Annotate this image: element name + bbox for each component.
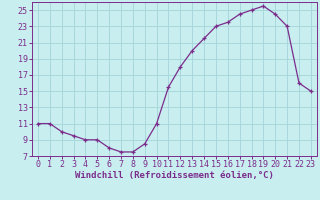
X-axis label: Windchill (Refroidissement éolien,°C): Windchill (Refroidissement éolien,°C) bbox=[75, 171, 274, 180]
